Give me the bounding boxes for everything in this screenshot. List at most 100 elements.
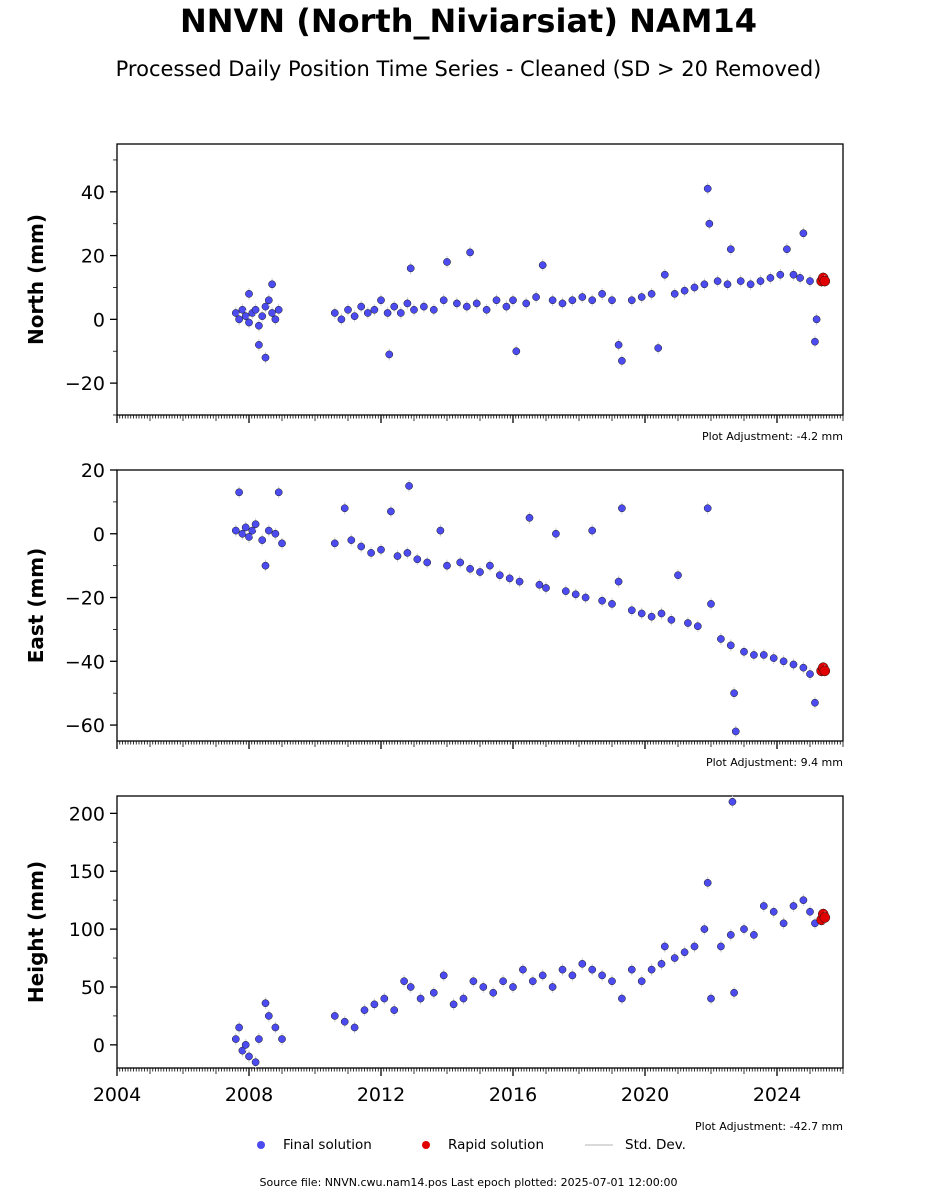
final-solution-point [258, 536, 267, 544]
final-solution-point [330, 309, 339, 317]
y-tick-label: 40 [81, 182, 105, 204]
x-tick-label: 2012 [357, 1084, 405, 1106]
final-solution-point [403, 299, 412, 308]
legend-final-label: Final solution [283, 1137, 372, 1153]
final-solution-point [443, 561, 451, 570]
final-solution-point [759, 651, 768, 659]
final-solution-point [439, 296, 448, 305]
final-solution-point [789, 660, 798, 669]
final-solution-point [255, 321, 263, 330]
final-solution-point [756, 277, 765, 285]
final-solution-point [769, 907, 778, 916]
final-solution-point [783, 245, 791, 254]
chart-subtitle: Processed Daily Position Time Series - C… [115, 57, 822, 81]
final-solution-point [660, 942, 669, 951]
final-solution-point [251, 520, 260, 529]
final-solution-point [637, 609, 646, 618]
x-tick-label: 2008 [225, 1084, 273, 1106]
final-solution-point [637, 293, 646, 301]
final-solution-point [723, 280, 732, 289]
final-solution-point [449, 1000, 458, 1009]
final-solution-point [700, 280, 709, 289]
legend-stddev-label: Std. Dev. [625, 1137, 686, 1153]
final-solution-point [637, 977, 646, 986]
final-solution-point [779, 657, 788, 666]
final-solution-point [396, 309, 405, 317]
legend-final-marker [257, 1141, 265, 1149]
final-solution-point [598, 596, 606, 605]
final-solution-point [241, 523, 250, 532]
final-solution-point [499, 977, 507, 986]
final-solution-point [532, 293, 540, 301]
final-solution-point [413, 555, 422, 564]
final-solution-point [705, 219, 714, 228]
final-solution-point [776, 270, 785, 279]
final-solution-point [466, 564, 474, 573]
final-solution-point [806, 277, 814, 285]
final-solution-point [766, 274, 775, 282]
legend-entry-final: Final solution [257, 1137, 372, 1153]
final-solution-point [406, 264, 415, 273]
final-solution-point [268, 280, 276, 289]
final-solution-point [406, 983, 415, 991]
final-solution-point [274, 488, 283, 497]
y-tick-label: 20 [81, 460, 105, 482]
final-solution-point [713, 277, 722, 285]
final-solution-point [588, 965, 597, 974]
final-solution-point [618, 994, 626, 1003]
final-solution-point [568, 296, 577, 305]
final-solution-point [429, 988, 438, 997]
final-solution-point [255, 1035, 263, 1043]
final-solution-point [680, 948, 689, 957]
final-solution-point [608, 977, 616, 986]
final-solution-point [736, 277, 745, 285]
final-solution-point [423, 558, 432, 567]
final-solution-point [278, 1035, 286, 1043]
final-solution-point [274, 305, 283, 314]
final-solution-point [357, 302, 366, 311]
plot-adjustment-note: Plot Adjustment: -4.2 mm [702, 430, 843, 443]
final-solution-point [377, 296, 385, 305]
legend-rapid-marker [422, 1141, 430, 1149]
y-tick-label: 0 [93, 309, 105, 331]
final-solution-point [241, 1041, 250, 1049]
final-solution-point [515, 577, 524, 586]
x-tick-label: 2024 [753, 1084, 801, 1106]
final-solution-point [552, 529, 560, 538]
final-solution-point [717, 635, 725, 643]
final-solution-point [614, 341, 623, 349]
final-solution-point [377, 545, 385, 554]
final-solution-point [548, 983, 557, 991]
final-solution-point [588, 526, 597, 535]
final-solution-point [690, 283, 699, 292]
final-solution-point [271, 1023, 280, 1032]
final-solution-point [657, 959, 666, 968]
final-solution-point [347, 536, 356, 544]
final-solution-point [618, 504, 626, 513]
final-solution-point [769, 654, 778, 662]
final-solution-point [403, 549, 412, 557]
plot-frame [116, 795, 844, 1069]
final-solution-point [627, 965, 636, 974]
final-solution-point [261, 353, 270, 362]
final-solution-point [495, 571, 504, 580]
final-solution-point [647, 612, 656, 621]
final-solution-point [469, 977, 478, 986]
final-solution-point [796, 274, 804, 282]
plot-adjustment-note: Plot Adjustment: 9.4 mm [706, 756, 843, 769]
y-axis-label: North (mm) [24, 214, 48, 345]
final-solution-point [730, 689, 738, 698]
final-solution-point [598, 971, 606, 980]
y-tick-label: 0 [93, 524, 105, 546]
final-solution-point [416, 994, 425, 1003]
legend-entry-stddev: Std. Dev. [585, 1137, 686, 1153]
final-solution-point [730, 988, 738, 997]
final-solution-point [436, 526, 445, 535]
final-solution-point [393, 552, 402, 560]
plot-frame [116, 469, 844, 742]
y-tick-label: 200 [69, 803, 105, 825]
final-solution-point [453, 299, 461, 308]
final-solution-point [509, 296, 517, 305]
final-solution-point [420, 302, 428, 311]
